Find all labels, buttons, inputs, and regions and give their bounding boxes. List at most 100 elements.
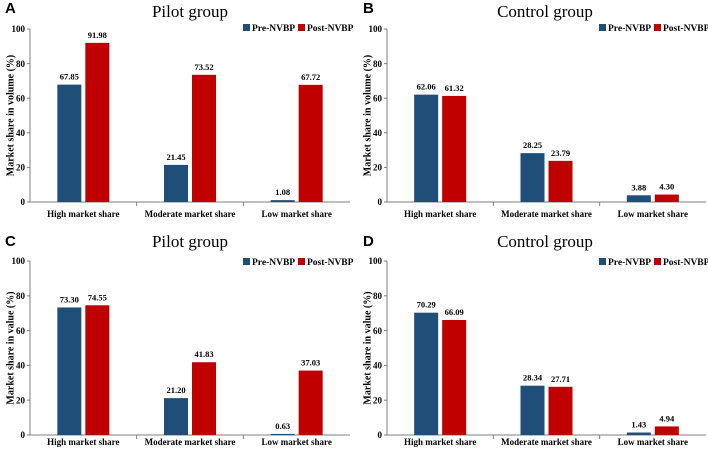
y-tick-label: 40 xyxy=(373,128,383,138)
y-tick-label: 0 xyxy=(21,197,26,207)
legend-entry: Post-NVBP xyxy=(307,258,354,268)
y-tick-label: 60 xyxy=(16,326,26,336)
y-tick-label: 80 xyxy=(373,291,383,301)
data-label: 73.30 xyxy=(60,294,79,304)
bar-post-nvbp xyxy=(442,95,467,202)
data-label: 73.52 xyxy=(194,62,213,72)
y-tick-label: 60 xyxy=(373,93,383,103)
legend-swatch xyxy=(599,24,606,31)
x-category-label: Moderate market share xyxy=(501,209,592,219)
x-category-label: Moderate market share xyxy=(501,437,592,447)
data-label: 41.83 xyxy=(194,349,213,359)
data-label: 23.79 xyxy=(551,148,570,158)
legend-entry: Pre-NVBP xyxy=(252,24,295,34)
legend-swatch xyxy=(243,258,250,265)
data-label: 37.03 xyxy=(301,358,320,368)
legend-entry: Pre-NVBP xyxy=(252,258,295,268)
y-tick-label: 60 xyxy=(16,93,26,103)
bar-post-nvbp xyxy=(192,74,216,202)
y-tick-label: 100 xyxy=(12,256,26,266)
bar-post-nvbp xyxy=(654,194,679,202)
chart-title: Control group xyxy=(497,2,593,21)
panel-b: B Control group Market share in volume (%)… xyxy=(363,0,708,219)
y-tick-label: 80 xyxy=(16,59,26,69)
legend-entry: Post-NVBP xyxy=(663,24,708,34)
panel-d: D Control group Market share in value (%) 0… xyxy=(363,232,708,447)
y-tick-label: 40 xyxy=(16,128,26,138)
y-tick-label: 100 xyxy=(369,24,383,34)
y-tick-label: 100 xyxy=(12,24,26,34)
bar-pre-nvbp xyxy=(270,433,295,435)
y-tick-label: 60 xyxy=(373,326,383,336)
chart-title: Control group xyxy=(497,232,593,251)
data-label: 67.85 xyxy=(60,72,79,82)
bar-post-nvbp xyxy=(654,426,679,435)
legend-entry: Post-NVBP xyxy=(663,258,708,268)
bar-pre-nvbp xyxy=(57,307,82,435)
y-tick-label: 0 xyxy=(378,197,383,207)
x-category-label: Low market share xyxy=(618,437,688,447)
bar-post-nvbp xyxy=(192,362,216,435)
bar-pre-nvbp xyxy=(164,164,188,202)
chart-title: Pilot group xyxy=(152,232,228,251)
y-axis-label: Market share in value (%) xyxy=(6,291,17,404)
data-label: 3.88 xyxy=(631,182,646,192)
data-label: 4.30 xyxy=(659,182,674,192)
bar-pre-nvbp xyxy=(270,200,295,202)
y-axis-label: Market share in volume (%) xyxy=(6,55,17,176)
x-category-label: Moderate market share xyxy=(145,437,236,447)
bar-post-nvbp xyxy=(548,160,573,202)
y-tick-label: 40 xyxy=(373,361,383,371)
data-label: 27.71 xyxy=(551,374,570,384)
data-label: 21.45 xyxy=(166,152,185,162)
data-label: 21.20 xyxy=(166,385,185,395)
x-category-label: Low market share xyxy=(262,437,332,447)
panel-a: A Pilot group Market share in volume (%) 0 2… xyxy=(5,0,354,219)
y-tick-label: 20 xyxy=(16,395,26,405)
data-label: 28.34 xyxy=(523,373,543,383)
data-label: 70.29 xyxy=(417,300,436,310)
bar-post-nvbp xyxy=(298,84,323,202)
legend-entry: Post-NVBP xyxy=(307,24,354,34)
bar-post-nvbp xyxy=(85,42,110,202)
y-tick-label: 20 xyxy=(16,163,26,173)
legend-swatch xyxy=(298,24,305,31)
bar-pre-nvbp xyxy=(626,195,651,202)
data-label: 1.43 xyxy=(631,420,646,430)
bar-pre-nvbp xyxy=(520,153,545,202)
bar-pre-nvbp xyxy=(520,385,545,435)
panel-letter: A xyxy=(5,0,16,17)
legend-swatch xyxy=(654,24,661,31)
x-category-label: Low market share xyxy=(618,209,688,219)
x-category-label: High market share xyxy=(404,209,476,219)
data-label: 91.98 xyxy=(88,30,107,40)
x-category-label: High market share xyxy=(47,209,119,219)
bar-post-nvbp xyxy=(298,370,323,435)
chart-title: Pilot group xyxy=(152,2,228,21)
x-category-label: High market share xyxy=(47,437,119,447)
x-category-label: Moderate market share xyxy=(145,209,236,219)
y-axis-label: Market share in volume (%) xyxy=(363,55,374,176)
y-tick-label: 100 xyxy=(369,256,383,266)
bar-post-nvbp xyxy=(442,320,467,435)
legend-entry: Pre-NVBP xyxy=(608,258,651,268)
data-label: 74.55 xyxy=(88,292,107,302)
panel-c: C Pilot group Market share in value (%) 0 20… xyxy=(5,232,354,447)
bar-post-nvbp xyxy=(548,386,573,435)
data-label: 1.08 xyxy=(275,187,290,197)
bar-post-nvbp xyxy=(85,305,110,435)
y-tick-label: 0 xyxy=(21,430,26,440)
bar-pre-nvbp xyxy=(414,94,439,202)
panel-letter: C xyxy=(5,233,16,250)
bar-pre-nvbp xyxy=(164,398,188,435)
y-axis-label: Market share in value (%) xyxy=(363,291,374,404)
data-label: 0.63 xyxy=(275,421,290,431)
data-label: 28.25 xyxy=(523,140,542,150)
data-label: 67.72 xyxy=(301,72,320,82)
legend-entry: Pre-NVBP xyxy=(608,24,651,34)
data-label: 61.32 xyxy=(445,83,464,93)
legend-swatch xyxy=(243,24,250,31)
legend-swatch xyxy=(654,258,661,265)
x-category-label: High market share xyxy=(404,437,476,447)
